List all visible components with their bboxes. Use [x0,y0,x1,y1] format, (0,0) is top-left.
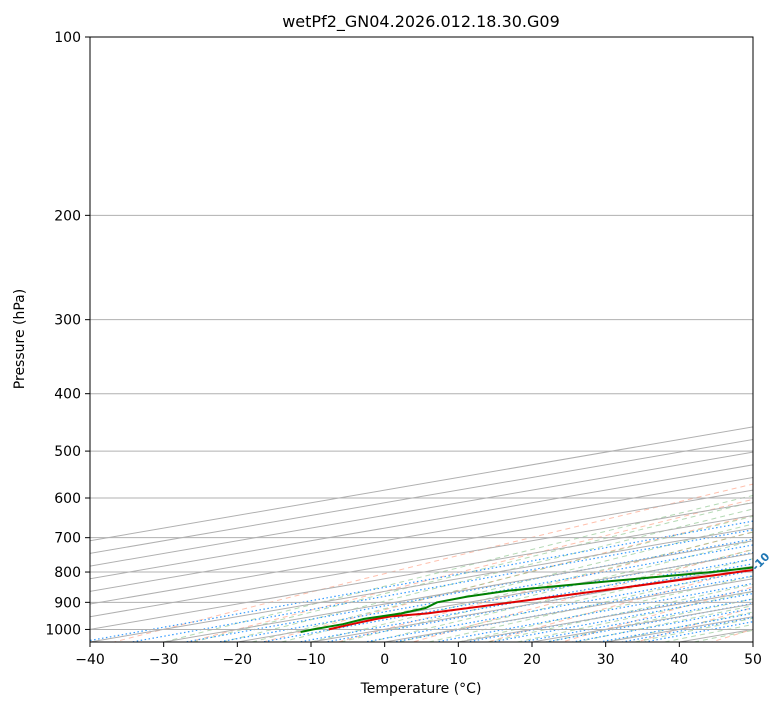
x-tick-label: 50 [744,652,762,668]
isotherm-line [90,527,753,642]
x-tick-label: −20 [223,652,253,668]
moist-adiabat-line [222,508,753,642]
mixing-ratio-line [182,538,753,642]
dewpoint-profile [300,566,753,633]
chart-title: wetPf2_GN04.2026.012.18.30.G09 [282,12,560,32]
moist-adiabat-line [251,515,753,642]
y-tick-label: 600 [54,491,81,507]
x-axis: −40 −30 −20 −10 0 10 20 30 40 50 [75,642,762,668]
moist-adiabat-line [369,549,753,642]
profile-lines [300,566,753,633]
moist-adiabat-line [487,583,753,642]
isotherm-line [160,540,753,642]
mixing-ratio-line [215,544,753,642]
x-tick-label: −10 [296,652,326,668]
dry-adiabat-line [261,514,753,642]
y-tick-label: 300 [54,313,81,329]
y-tick-label: 200 [54,208,81,224]
isotherm-line [90,502,753,618]
x-tick-label: 40 [670,652,688,668]
x-tick-label: 20 [523,652,541,668]
x-tick-label: 30 [597,652,615,668]
mixing-ratio-line [488,592,753,642]
isotherm-line [90,489,753,605]
x-tick-label: −30 [149,652,179,668]
x-tick-label: 10 [449,652,467,668]
moist-adiabat-line [192,501,753,642]
mixing-ratio-line [90,520,753,642]
isotherm-line [90,451,753,567]
mixing-ratio-line [542,602,753,642]
mixing-ratio-line [518,598,753,642]
temperature-profile [328,568,753,631]
y-tick-label: 900 [54,595,81,611]
moist-adiabat-line [163,494,753,642]
moist-adiabat-line [428,567,753,642]
grid-lines [90,37,753,642]
y-axis: 100 200 300 400 500 600 700 800 900 1000 [45,30,90,638]
y-tick-label: 800 [54,565,81,581]
x-axis-label: Temperature (°C) [360,681,482,697]
y-axis-label: Pressure (hPa) [12,289,28,389]
y-tick-label: 100 [54,30,81,46]
y-tick-label: 1000 [45,622,81,638]
y-tick-label: 700 [54,531,81,547]
isotherm-line [90,514,753,630]
mixing-ratio-line [259,551,753,642]
isotherm-line [90,438,753,554]
y-tick-label: 500 [54,444,81,460]
plot-frame [89,36,754,643]
x-tick-label: 0 [380,652,389,668]
isotherm-line [90,464,753,580]
x-tick-label: −40 [75,652,105,668]
y-tick-label: 400 [54,387,81,403]
isotherm-line [90,476,753,592]
